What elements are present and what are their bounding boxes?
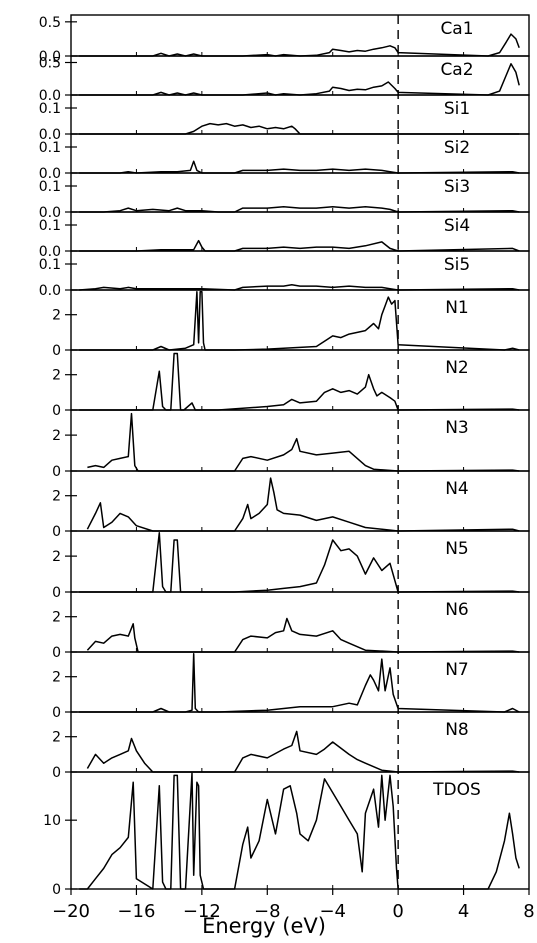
panel-label: N1 [445, 298, 469, 318]
y-tick-label: 0.0 [39, 205, 61, 221]
y-tick-label: 0 [52, 524, 61, 540]
x-tick-label: 8 [523, 901, 534, 922]
dos-line-si1 [79, 122, 520, 135]
dos-line-si4 [79, 239, 520, 252]
y-tick-label: 2 [52, 610, 61, 626]
panel-n7: 0 2 N7 [52, 651, 530, 721]
x-tick-label: −16 [117, 901, 155, 922]
panel-label: N3 [445, 418, 469, 438]
y-tick-label: 0.0 [39, 49, 61, 65]
panel-label: N6 [445, 600, 469, 620]
panel-label: Si5 [444, 255, 470, 275]
panel-n2: 0 2 N2 [52, 349, 530, 419]
panel-si5: 0.0 0.1 Si5 [39, 250, 530, 299]
x-tick-label: −20 [52, 901, 90, 922]
panel-si4: 0.0 0.1 Si4 [39, 211, 530, 260]
y-tick-label: 0.0 [39, 283, 61, 299]
panel-label: Si1 [444, 99, 470, 119]
y-tick-label: 10 [43, 813, 61, 829]
y-tick-label: 0.5 [39, 56, 61, 72]
y-tick-label: 0 [52, 343, 61, 359]
y-tick-label: 0.1 [39, 218, 61, 234]
y-tick-label: 0.0 [39, 166, 61, 182]
x-axis: −20 −16 −12 −8 −4 0 4 8 [52, 15, 535, 922]
panel-ca2: 0.0 0.5 Ca2 [39, 55, 530, 104]
dos-line-tdos [79, 772, 520, 890]
dos-line-n3 [87, 412, 520, 472]
y-tick-label: 0.1 [39, 179, 61, 195]
panel-si3: 0.0 0.1 Si3 [39, 172, 530, 221]
panel-tdos: 0 10 TDOS [43, 771, 530, 898]
y-tick-label: 2 [52, 308, 61, 324]
y-tick-label: 2 [52, 549, 61, 565]
panel-label: Ca2 [440, 60, 473, 80]
x-tick-label: −12 [183, 901, 221, 922]
y-tick-label: 0.1 [39, 140, 61, 156]
y-tick-label: 0.0 [39, 88, 61, 104]
dos-line-n1 [79, 291, 520, 351]
panel-label: Si4 [444, 216, 470, 236]
y-tick-label: 0.1 [39, 257, 61, 273]
y-tick-label: 0 [52, 585, 61, 601]
y-tick-label: 2 [52, 670, 61, 686]
y-tick-label: 2 [52, 368, 61, 384]
panel-ca1: 0.0 0.5 Ca1 [39, 14, 530, 65]
y-tick-label: 0.0 [39, 244, 61, 260]
panel-label: TDOS [432, 780, 481, 800]
panel-label: Ca1 [440, 19, 473, 39]
y-tick-label: 0 [52, 765, 61, 781]
y-tick-label: 2 [52, 730, 61, 746]
x-tick-label: −8 [254, 901, 281, 922]
panel-label: Si2 [444, 138, 470, 158]
panel-n1: 0 2 N1 [52, 289, 530, 359]
panel-n8: 0 2 N8 [52, 711, 530, 781]
panel-si2: 0.0 0.1 Si2 [39, 133, 530, 182]
dos-line-n4 [86, 477, 520, 532]
panel-frame [70, 771, 530, 890]
y-tick-label: 0.1 [39, 101, 61, 117]
panel-label: N5 [445, 539, 469, 559]
panel-label: Si3 [444, 177, 470, 197]
y-tick-label: 0 [52, 403, 61, 419]
dos-line-si5 [79, 284, 520, 291]
panel-n6: 0 2 N6 [52, 591, 530, 661]
panel-label: N2 [445, 358, 469, 378]
panel-n3: 0 2 N3 [52, 409, 530, 480]
dos-line-n7 [79, 653, 520, 713]
panel-label: N4 [445, 479, 469, 499]
panel-label: N8 [445, 720, 469, 740]
x-tick-label: −4 [319, 901, 346, 922]
dos-line-n8 [86, 730, 520, 773]
panel-label: N7 [445, 660, 469, 680]
y-tick-label: 0.0 [39, 127, 61, 143]
dos-line-si2 [79, 160, 520, 174]
y-tick-label: 0 [52, 645, 61, 661]
dos-line-n2 [79, 352, 520, 411]
panel-n5: 0 2 N5 [52, 530, 530, 601]
y-tick-label: 0 [52, 705, 61, 721]
y-tick-label: 2 [52, 428, 61, 444]
panel-n4: 0 2 N4 [52, 470, 530, 540]
x-tick-label: 4 [458, 901, 469, 922]
dos-line-n6 [86, 617, 520, 653]
panel-si1: 0.0 0.1 Si1 [39, 94, 530, 143]
y-tick-label: 0.5 [39, 15, 61, 31]
x-axis-title: Energy (eV) [202, 914, 326, 938]
dos-line-si3 [79, 206, 520, 213]
y-tick-label: 0 [52, 464, 61, 480]
y-tick-label: 2 [52, 489, 61, 505]
y-tick-label: 0 [52, 882, 61, 898]
x-tick-label: 0 [392, 901, 403, 922]
